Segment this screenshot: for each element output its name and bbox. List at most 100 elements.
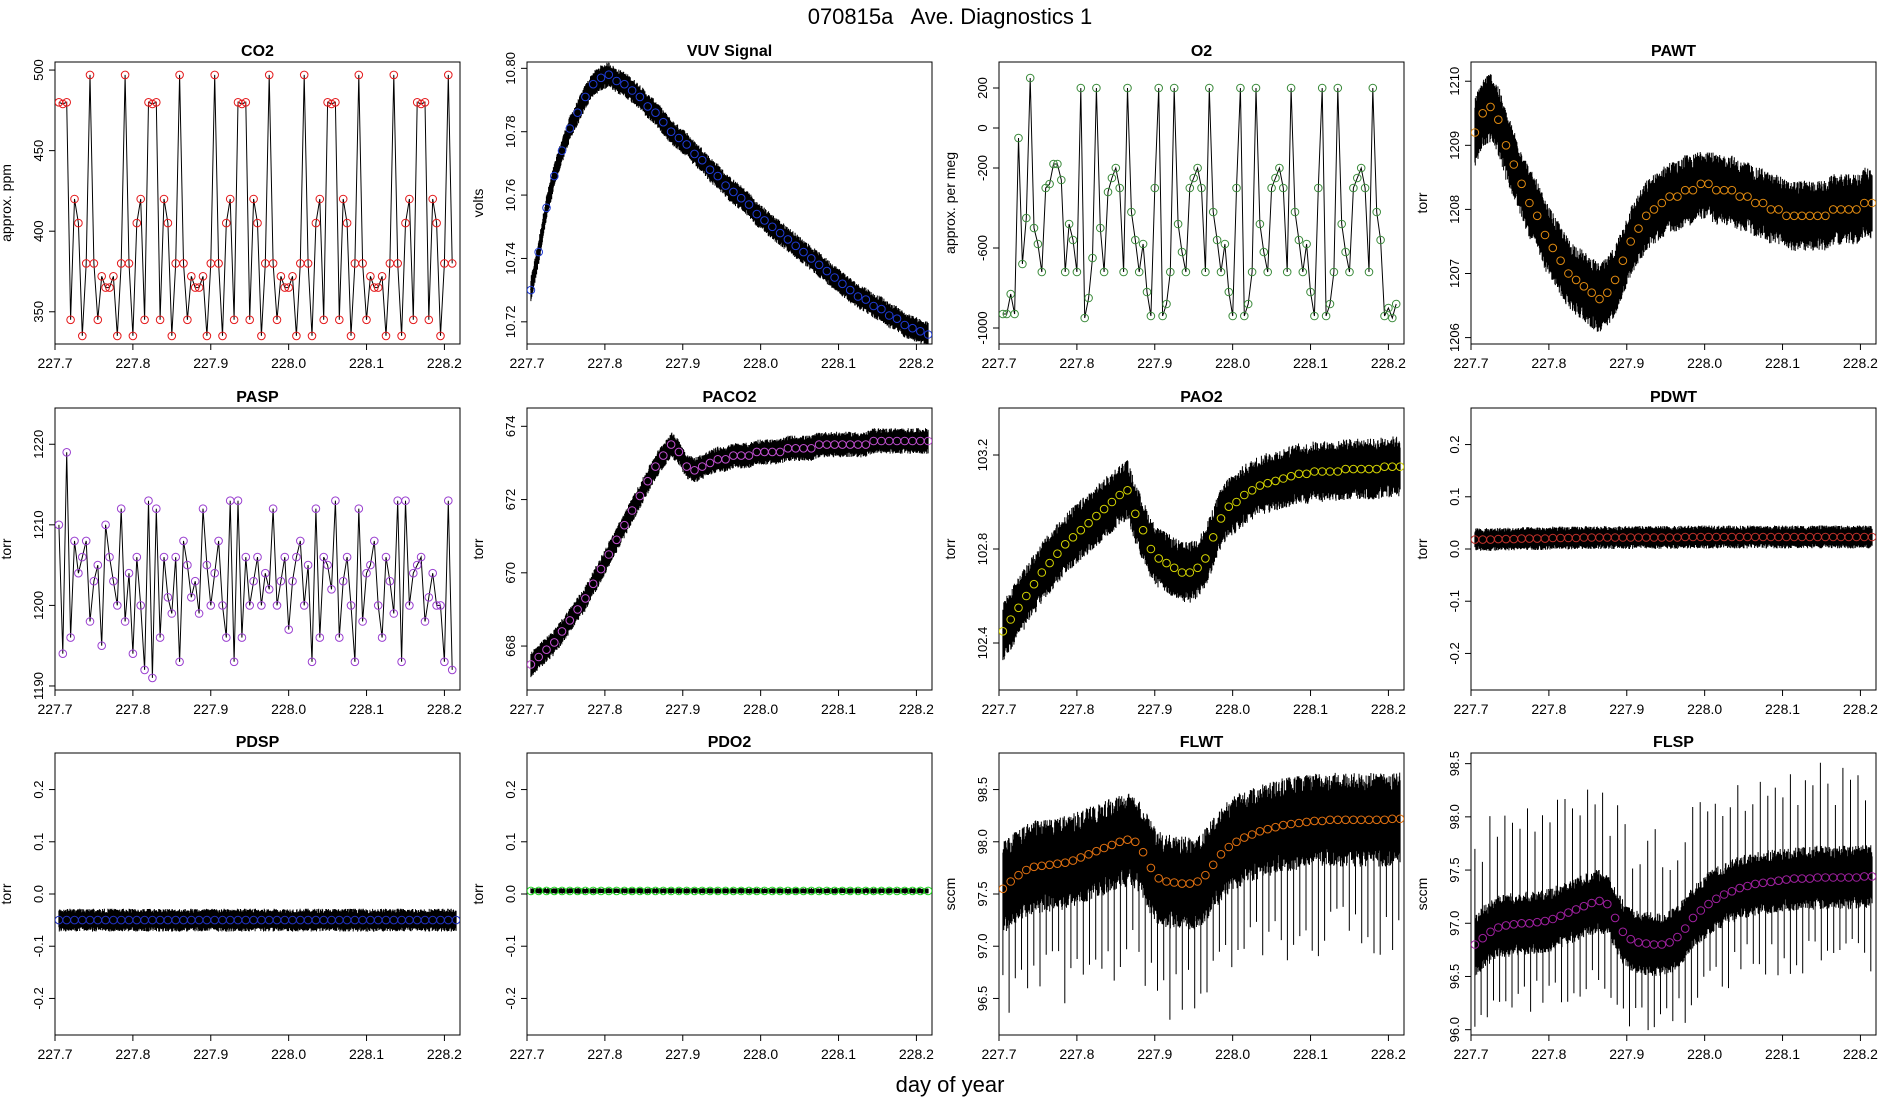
data-point [620, 520, 629, 530]
y-tick-label: 1220 [31, 430, 46, 459]
data-point [721, 455, 730, 464]
data-point [303, 259, 313, 268]
data-point [1208, 860, 1218, 870]
x-tick-label: 228.2 [1843, 355, 1878, 371]
data-point [1197, 183, 1206, 193]
data-points [55, 915, 460, 925]
data-point [573, 108, 582, 117]
x-tick-label: 227.8 [587, 355, 622, 371]
data-point [55, 520, 64, 530]
data-point [1166, 267, 1175, 277]
figure-title: 070815a Ave. Diagnostics 1 [807, 4, 1093, 29]
data-point [292, 552, 301, 562]
y-tick-label: 10.72 [503, 306, 518, 339]
data-point [1057, 175, 1066, 185]
data-point [241, 98, 251, 107]
y-axis-label: torr [942, 538, 958, 559]
data-point [409, 315, 418, 325]
data-point [288, 272, 297, 281]
data-point [1060, 540, 1070, 549]
panel-title: PAO2 [1180, 389, 1222, 406]
data-point [319, 315, 329, 325]
data-point [1216, 514, 1226, 523]
data-points [999, 73, 1401, 323]
y-tick-label: 400 [31, 220, 46, 242]
data-point [635, 491, 645, 501]
x-axis: 227.7 227.8 227.9 228.0 228.1 228.2 [981, 690, 1406, 717]
data-point [1509, 160, 1519, 169]
data-point [1169, 83, 1179, 93]
x-tick-label: 227.9 [193, 1046, 228, 1062]
x-tick-label: 228.2 [427, 1046, 462, 1062]
data-point [1201, 554, 1210, 563]
data-point [272, 601, 282, 610]
panel-title: CO2 [241, 43, 274, 60]
data-point [171, 552, 180, 562]
x-axis: 227.7 227.8 227.9 228.0 228.1 228.2 [981, 344, 1406, 371]
y-tick-label: 10.78 [503, 115, 518, 148]
panel-title: FLSP [1653, 734, 1694, 751]
data-point [1103, 187, 1113, 197]
data-point [105, 283, 114, 292]
data-point [397, 657, 406, 667]
data-point [1314, 183, 1323, 193]
data-point [604, 550, 614, 559]
data-point [1092, 846, 1101, 856]
data-point [1267, 183, 1276, 193]
data-point [861, 440, 871, 449]
data-point [1673, 192, 1682, 201]
data-point [140, 665, 149, 675]
data-point [1517, 179, 1526, 189]
data-point [1154, 554, 1163, 563]
x-tick-label: 228.0 [271, 355, 306, 371]
x-tick-label: 228.1 [1765, 355, 1800, 371]
data-point [542, 203, 551, 213]
data-point [198, 272, 208, 281]
data-point [1688, 185, 1698, 195]
data-point [1201, 267, 1210, 277]
data-point [179, 259, 188, 268]
data-point [588, 79, 598, 89]
data-point [1251, 83, 1261, 93]
data-point [1045, 179, 1054, 189]
data-points [999, 462, 1404, 636]
x-tick-label: 228.0 [1687, 701, 1722, 717]
data-point [105, 552, 114, 562]
data-point [1294, 235, 1304, 245]
data-point [1380, 311, 1389, 321]
x-axis: 227.7 227.8 227.9 228.0 228.1 228.2 [509, 344, 934, 371]
x-tick-label: 227.9 [665, 701, 700, 717]
data-point [1025, 73, 1035, 83]
data-point [1349, 183, 1358, 193]
data-point [1548, 243, 1558, 253]
plot-area [527, 62, 932, 344]
data-point [113, 331, 122, 341]
x-tick-label: 228.1 [349, 1046, 384, 1062]
data-point [1115, 183, 1124, 193]
data-point [78, 331, 87, 341]
plot-area [999, 73, 1401, 323]
data-point [1719, 890, 1729, 899]
data-point [1743, 881, 1752, 891]
data-point [93, 315, 103, 325]
data-point [58, 99, 68, 109]
x-tick-label: 228.1 [349, 701, 384, 717]
data-point [280, 552, 290, 562]
y-tick-label: 98.0 [1447, 804, 1462, 829]
data-point [1345, 267, 1354, 277]
data-point [1255, 481, 1265, 490]
data-point [1657, 198, 1667, 208]
data-point [1255, 219, 1265, 229]
plot-area [55, 70, 457, 341]
y-tick-label: 450 [31, 140, 46, 162]
data-point [1688, 913, 1698, 923]
y-tick-label: 98.0 [975, 829, 990, 854]
x-tick-label: 228.1 [1293, 355, 1328, 371]
data-point [245, 601, 254, 610]
data-point [999, 309, 1008, 319]
data-point [1099, 843, 1109, 853]
data-point [729, 187, 738, 197]
data-point [807, 254, 816, 263]
data-point [97, 272, 106, 281]
